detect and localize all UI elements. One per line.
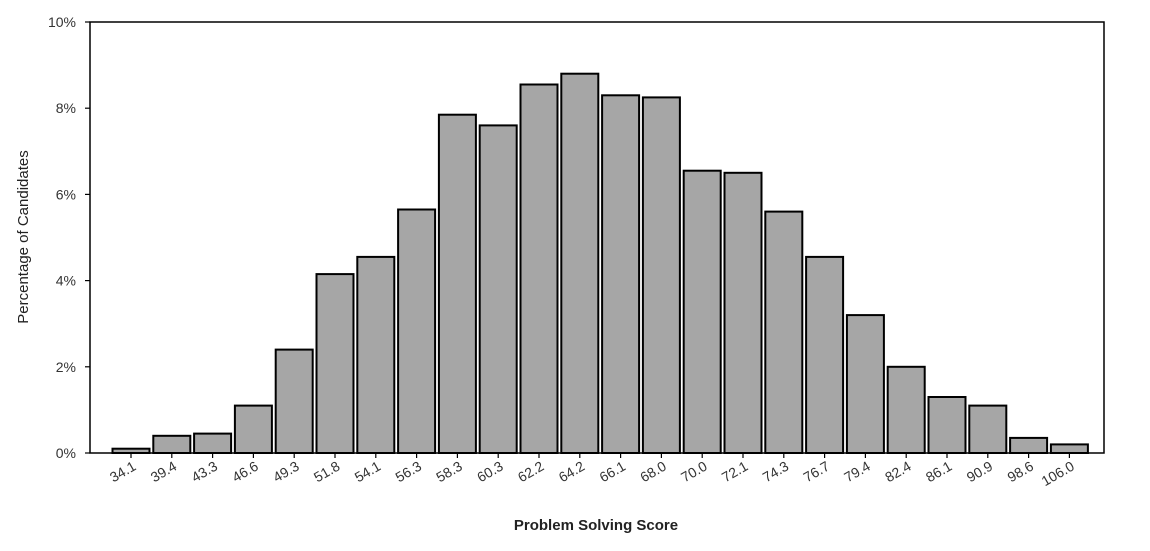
x-tick-label: 90.9 [964, 458, 996, 486]
x-tick-label: 54.1 [352, 458, 384, 486]
x-tick-label: 98.6 [1005, 458, 1037, 486]
x-tick-label: 56.3 [393, 458, 425, 486]
x-tick-label: 66.1 [597, 458, 629, 486]
bar-34.1 [111, 447, 151, 455]
bar-90.9 [968, 404, 1008, 455]
bar-68.0 [641, 96, 681, 455]
bar-76.7 [805, 255, 845, 454]
x-tick-label: 49.3 [270, 458, 302, 486]
bar-98.6 [1009, 436, 1049, 454]
bar-79.4 [845, 314, 885, 454]
x-tick-label: 76.7 [801, 458, 833, 486]
y-tick-label: 8% [56, 100, 76, 116]
y-tick-label: 2% [56, 359, 76, 375]
y-axis-ticks: 0% 2% 4% 6% 8% 10% [48, 14, 90, 461]
y-tick-label: 10% [48, 14, 76, 30]
x-tick-label: 68.0 [637, 458, 669, 486]
x-tick-label: 86.1 [923, 458, 955, 486]
x-tick-label: 64.2 [556, 458, 588, 486]
bar-58.3 [437, 113, 477, 454]
bar-54.1 [356, 255, 396, 454]
bars-group [111, 72, 1089, 455]
x-tick-label: 58.3 [433, 458, 465, 486]
x-tick-label: 79.4 [841, 458, 873, 486]
bar-72.1 [723, 171, 763, 455]
bar-39.4 [152, 434, 192, 454]
bar-56.3 [397, 208, 437, 454]
bar-66.1 [601, 94, 641, 455]
y-axis-title: Percentage of Candidates [15, 150, 32, 323]
x-axis-title: Problem Solving Score [514, 517, 678, 534]
x-tick-label: 60.3 [474, 458, 506, 486]
bar-74.3 [764, 210, 804, 454]
y-tick-label: 4% [56, 273, 76, 289]
y-tick-label: 0% [56, 445, 76, 461]
bar-62.2 [519, 83, 559, 454]
x-tick-label: 106.0 [1039, 458, 1078, 489]
bar-60.3 [478, 124, 518, 455]
x-axis-ticks: 34.1 39.4 43.3 46.6 49.3 51.8 54.1 56.3 58.3 60.3… [107, 453, 1077, 489]
x-tick-label: 51.8 [311, 458, 343, 486]
x-tick-label: 74.3 [760, 458, 792, 486]
bar-82.4 [886, 365, 926, 454]
bar-70.0 [682, 169, 722, 454]
bar-43.3 [193, 432, 233, 455]
x-tick-label: 82.4 [882, 458, 914, 486]
x-tick-label: 43.3 [189, 458, 221, 486]
x-tick-label: 46.6 [229, 458, 261, 486]
x-tick-label: 34.1 [107, 458, 139, 486]
y-tick-label: 6% [56, 186, 76, 202]
x-tick-label: 72.1 [719, 458, 751, 486]
bar-106.0 [1049, 443, 1089, 454]
bar-51.8 [315, 273, 355, 454]
x-tick-label: 62.2 [515, 458, 547, 486]
bar-49.3 [274, 348, 314, 455]
x-tick-label: 39.4 [148, 458, 180, 486]
x-tick-label: 70.0 [678, 458, 710, 486]
bar-86.1 [927, 396, 967, 454]
bar-64.2 [560, 72, 600, 454]
bar-46.6 [233, 404, 273, 455]
